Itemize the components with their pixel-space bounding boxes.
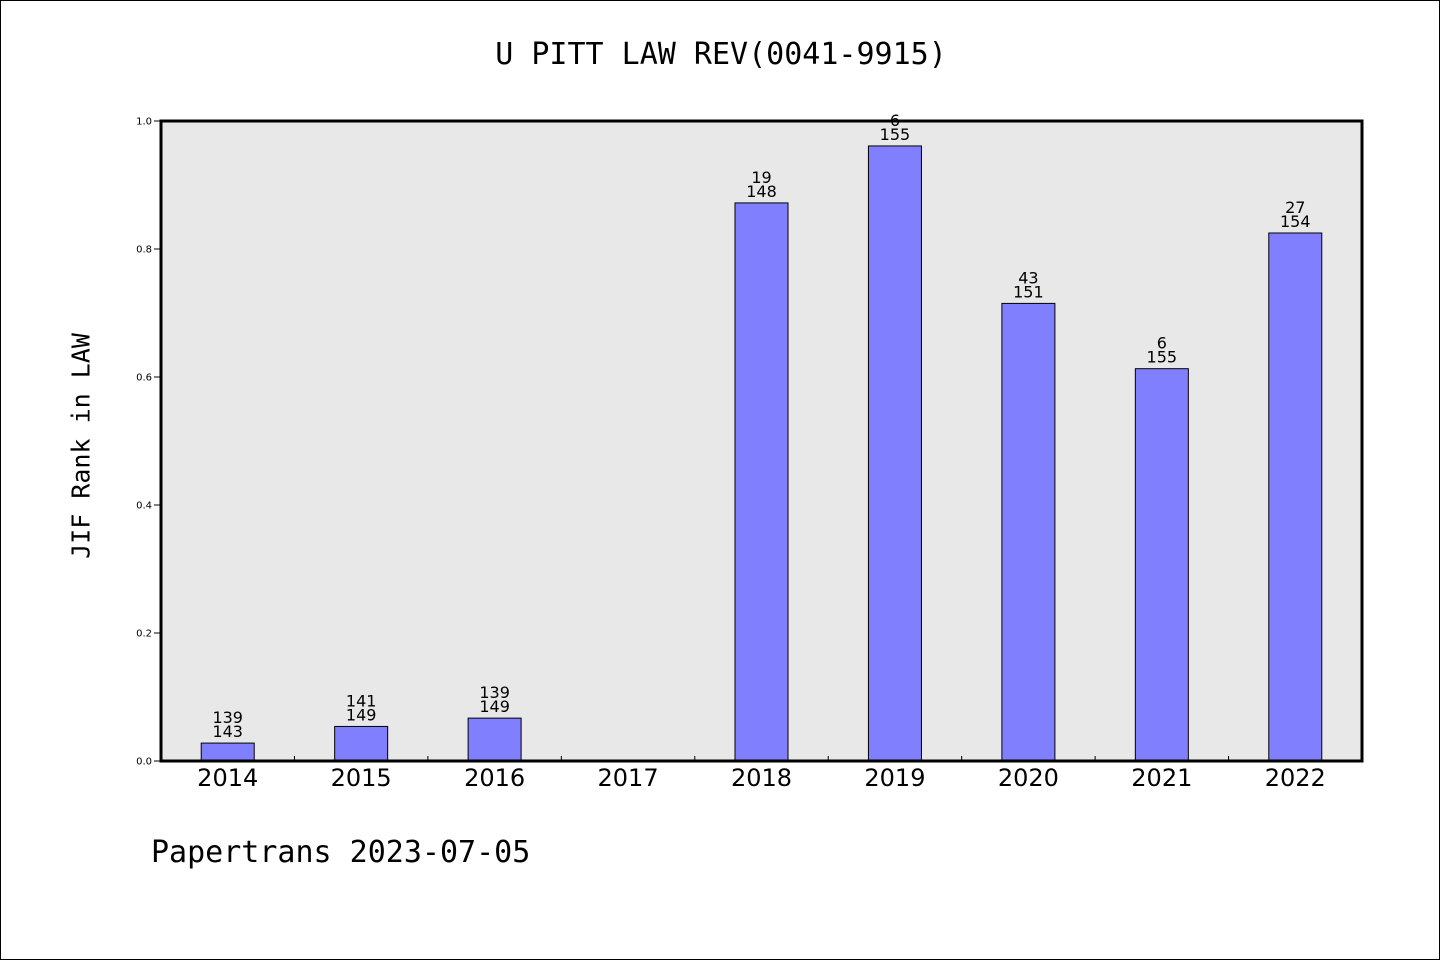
bar xyxy=(1001,302,1056,762)
bar-label-rank: 6 xyxy=(1157,334,1167,353)
bar-label-total: 154 xyxy=(1280,212,1311,231)
bar-label-total: 149 xyxy=(346,705,377,724)
bar-label-rank: 139 xyxy=(212,708,243,727)
bar-label-rank: 139 xyxy=(479,683,510,702)
x-tick-label: 2022 xyxy=(1265,764,1326,792)
y-tick-label: 0.8 xyxy=(136,245,152,256)
bar xyxy=(1134,368,1189,762)
x-tick-label: 2019 xyxy=(864,764,925,792)
x-tick-label: 2017 xyxy=(598,764,659,792)
bar-label-rank: 43 xyxy=(1018,268,1038,287)
bar xyxy=(867,145,922,762)
bar-label-total: 143 xyxy=(212,722,243,741)
bar-label-total: 149 xyxy=(479,697,510,716)
bar-label-total: 155 xyxy=(1147,348,1178,367)
x-tick-label: 2014 xyxy=(197,764,258,792)
y-tick-label: 0.6 xyxy=(136,373,152,384)
bar-label-rank: 19 xyxy=(751,168,771,187)
bar xyxy=(467,717,522,762)
x-tick-label: 2021 xyxy=(1131,764,1192,792)
y-tick-label: 0.2 xyxy=(136,629,152,640)
bar xyxy=(1268,232,1323,762)
x-tick-label: 2020 xyxy=(998,764,1059,792)
bar-label-rank: 141 xyxy=(346,691,377,710)
bar xyxy=(334,725,389,762)
footer-note: Papertrans 2023-07-05 xyxy=(151,835,531,870)
bar xyxy=(200,742,255,762)
bar-label-total: 148 xyxy=(746,182,777,201)
y-tick-label: 0.4 xyxy=(136,501,152,512)
x-tick-label: 2016 xyxy=(464,764,525,792)
bar-label-rank: 27 xyxy=(1285,198,1305,217)
y-tick-label: 1.0 xyxy=(136,117,152,128)
bar xyxy=(734,202,789,762)
y-tick-label: 0.0 xyxy=(136,757,152,768)
chart-title: U PITT LAW REV(0041-9915) xyxy=(495,37,947,72)
x-tick-label: 2018 xyxy=(731,764,792,792)
x-tick-label: 2015 xyxy=(331,764,392,792)
plot-border xyxy=(159,119,1364,763)
bar-label-total: 155 xyxy=(880,125,911,144)
bar-label-total: 151 xyxy=(1013,282,1044,301)
